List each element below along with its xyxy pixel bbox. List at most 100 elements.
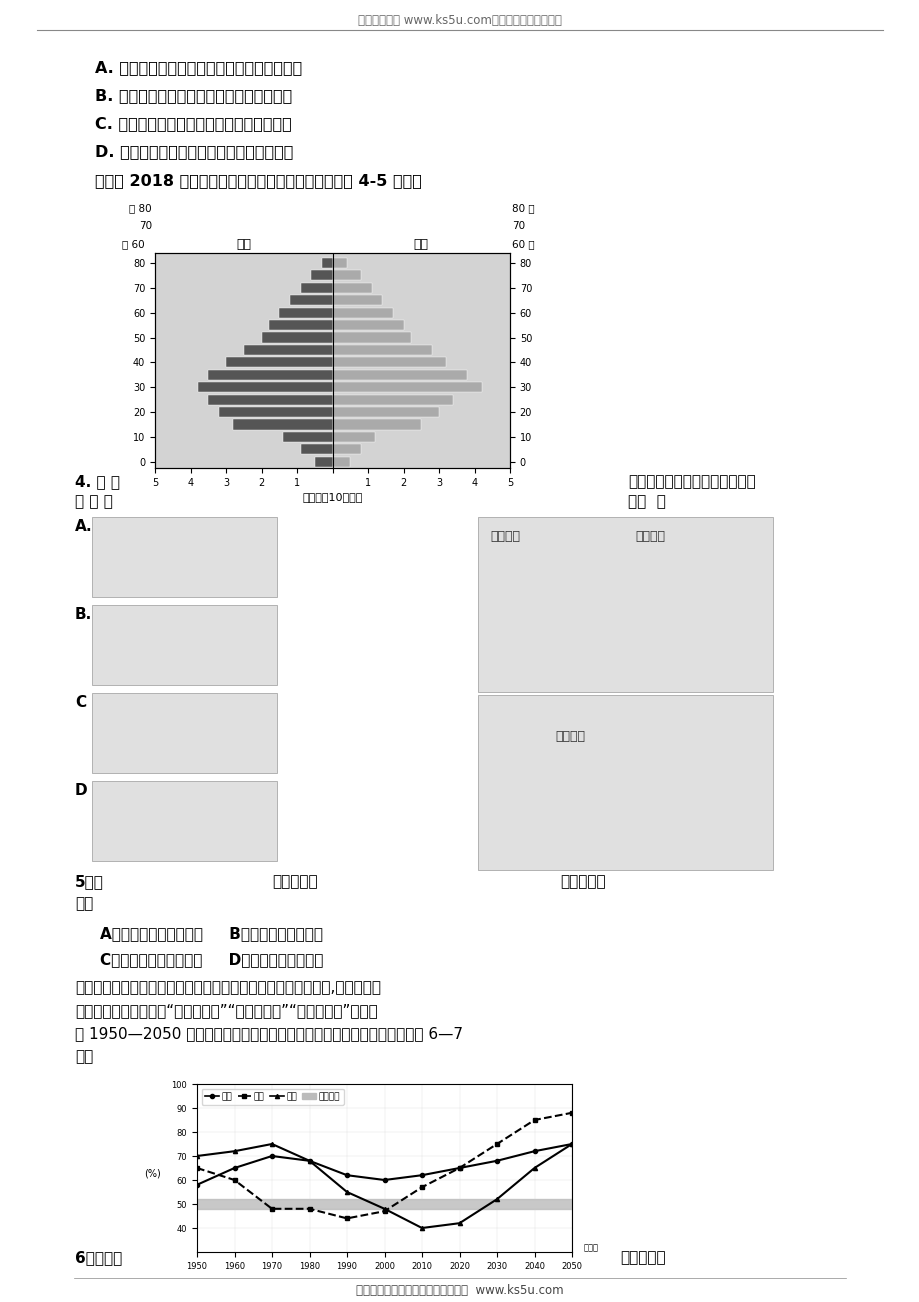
法国 — [528, 1143, 539, 1159]
中国 — [491, 1191, 502, 1207]
Bar — [332, 258, 346, 268]
Bar — [478, 695, 772, 870]
中国 — [379, 1200, 390, 1216]
法国 — [453, 1160, 464, 1176]
Bar — [332, 395, 453, 405]
法国 — [303, 1154, 314, 1169]
Bar — [332, 444, 360, 454]
Bar — [332, 332, 410, 342]
Text: D: D — [75, 783, 87, 798]
Text: 外出打工: 外出打工 — [490, 530, 519, 543]
Text: 年 80: 年 80 — [130, 203, 152, 214]
Text: 体现的人口问题与下列漫画主题: 体现的人口问题与下列漫画主题 — [628, 474, 754, 490]
Text: 为 1950—2050 年法国、日本和中国人口负担系数统计及预测图。据此完成 6—7: 为 1950—2050 年法国、日本和中国人口负担系数统计及预测图。据此完成 6… — [75, 1026, 462, 1042]
Text: D. 光照差异导致谷底到山顶的植被分布差异: D. 光照差异导致谷底到山顶的植被分布差异 — [95, 145, 293, 160]
Bar — [332, 320, 403, 331]
Bar — [233, 419, 332, 430]
日本 — [341, 1211, 352, 1226]
法国 — [416, 1168, 427, 1184]
中国 — [453, 1215, 464, 1230]
Text: （年）: （年） — [583, 1243, 597, 1253]
日本 — [267, 1200, 278, 1216]
Text: 相 符 的: 相 符 的 — [75, 495, 113, 509]
Text: 可将人口发展阶段分为“人口红利期”“盈亏平衡期”“人口负债期”。下图: 可将人口发展阶段分为“人口红利期”“盈亏平衡期”“人口负债期”。下图 — [75, 1004, 378, 1018]
Line: 日本: 日本 — [195, 1111, 573, 1220]
Bar — [332, 419, 421, 430]
Text: 70: 70 — [512, 221, 525, 230]
Text: 5、结: 5、结 — [75, 875, 104, 889]
中国 — [191, 1148, 202, 1164]
中国 — [416, 1220, 427, 1236]
Text: 应（: 应（ — [75, 897, 93, 911]
Bar — [301, 444, 332, 454]
日本 — [379, 1203, 390, 1219]
Bar — [219, 408, 332, 417]
Bar — [301, 283, 332, 293]
Bar — [282, 432, 332, 441]
中国 — [303, 1154, 314, 1169]
Text: 6、下列说: 6、下列说 — [75, 1250, 122, 1266]
Text: 留守儿童: 留守儿童 — [634, 530, 664, 543]
Bar — [332, 357, 446, 367]
Line: 中国: 中国 — [195, 1142, 573, 1230]
法国 — [267, 1148, 278, 1164]
Text: 是（  ）: 是（ ） — [628, 495, 665, 509]
Bar — [332, 271, 360, 280]
X-axis label: 人口数（10万人）: 人口数（10万人） — [302, 492, 362, 501]
Bar — [332, 370, 467, 380]
Legend: 法国, 日本, 中国, 盈亏平衡: 法国, 日本, 中国, 盈亏平衡 — [201, 1088, 344, 1104]
Text: 高考资源网（ www.ks5u.com），您身边的高考专家: 高考资源网（ www.ks5u.com），您身边的高考专家 — [357, 13, 562, 26]
Text: A、提高劳动力落户门槛     B、推动养老产业发展: A、提高劳动力落户门槛 B、推动养老产业发展 — [100, 927, 323, 941]
日本 — [491, 1137, 502, 1152]
Bar — [226, 357, 332, 367]
法国 — [566, 1137, 577, 1152]
Bar — [208, 395, 332, 405]
Bar — [279, 307, 332, 318]
Bar — [198, 381, 332, 392]
Bar — [268, 320, 332, 331]
Text: 4. 材 料: 4. 材 料 — [75, 474, 119, 490]
中国 — [229, 1143, 240, 1159]
Text: B. 坡面主要因坡度大，土层薄，为疏林草原: B. 坡面主要因坡度大，土层薄，为疏林草原 — [95, 89, 292, 103]
法国 — [341, 1168, 352, 1184]
日本 — [528, 1112, 539, 1128]
Bar — [92, 517, 277, 598]
Text: 放开政策: 放开政策 — [554, 730, 584, 743]
Y-axis label: (%): (%) — [143, 1168, 160, 1178]
Bar — [332, 432, 375, 441]
Bar — [92, 781, 277, 861]
中国 — [341, 1185, 352, 1200]
Bar — [322, 258, 332, 268]
日本 — [453, 1160, 464, 1176]
Bar — [478, 517, 772, 691]
Text: 女性: 女性 — [414, 237, 428, 250]
Bar — [261, 332, 332, 342]
Bar — [197, 1199, 572, 1208]
Bar — [332, 457, 350, 467]
Bar — [314, 457, 332, 467]
Text: B.: B. — [75, 607, 92, 622]
Text: 60 龄: 60 龄 — [512, 240, 534, 249]
Bar — [332, 408, 438, 417]
Line: 法国: 法国 — [195, 1142, 573, 1187]
法国 — [491, 1154, 502, 1169]
日本 — [191, 1160, 202, 1176]
日本 — [303, 1200, 314, 1216]
Bar — [92, 693, 277, 773]
Text: 下面为 2018 年天津市人口金字塔图，读图，完成下面 4-5 各题。: 下面为 2018 年天津市人口金字塔图，读图，完成下面 4-5 各题。 — [95, 173, 422, 189]
Bar — [208, 370, 332, 380]
Bar — [332, 345, 431, 355]
法国 — [229, 1160, 240, 1176]
中国 — [566, 1137, 577, 1152]
Bar — [332, 307, 392, 318]
Bar — [92, 605, 277, 685]
Bar — [332, 296, 381, 306]
Text: 法正确的是: 法正确的是 — [619, 1250, 665, 1266]
日本 — [566, 1105, 577, 1121]
中国 — [267, 1137, 278, 1152]
Text: 龄 60: 龄 60 — [122, 240, 145, 249]
Text: A. 山顶主要因气温高，蒸发量大，为灌木草原: A. 山顶主要因气温高，蒸发量大，为灌木草原 — [95, 60, 302, 76]
Bar — [289, 296, 332, 306]
Text: 男性: 男性 — [236, 237, 251, 250]
Text: 欢迎广大教师踊跃来稿，稿酬丰厚。  www.ks5u.com: 欢迎广大教师踊跃来稿，稿酬丰厚。 www.ks5u.com — [356, 1285, 563, 1298]
